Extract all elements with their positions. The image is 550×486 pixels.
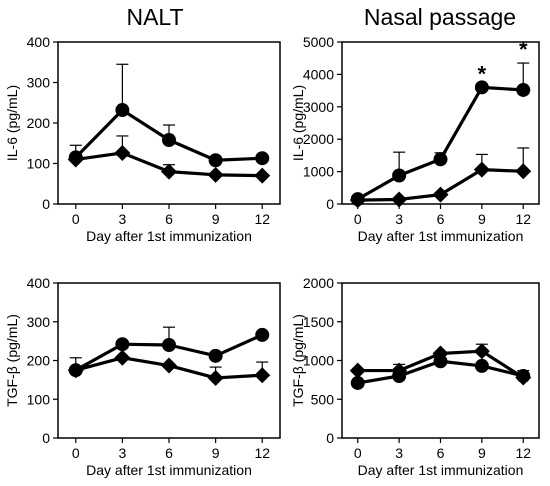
y-tick-label: 2000: [303, 275, 334, 291]
x-tick-label: 6: [437, 445, 445, 461]
x-tick-label: 3: [395, 445, 403, 461]
data-point-circle: [162, 338, 176, 352]
x-axis-label: Day after 1st immunization: [358, 228, 524, 244]
column-title-nasal-passage: Nasal passage: [364, 4, 516, 30]
x-tick-label: 0: [72, 445, 80, 461]
data-point-circle: [474, 358, 489, 373]
plot-frame: [341, 41, 540, 205]
data-point-diamond: [254, 167, 271, 184]
x-tick-label: 0: [72, 211, 80, 227]
x-axis-label: Day after 1st immunization: [86, 228, 252, 244]
y-tick-label: 4000: [303, 66, 334, 82]
x-tick-label: 6: [165, 211, 173, 227]
data-point-diamond: [515, 369, 532, 386]
data-point-diamond: [473, 343, 490, 360]
series-line-circle: [356, 85, 524, 201]
y-axis-label: TGF-β (pg/mL): [290, 314, 306, 407]
y-tick-label: 0: [42, 430, 50, 446]
y-tick-label: 2000: [303, 131, 334, 147]
x-axis-label: Day after 1st immunization: [86, 462, 252, 478]
x-tick-label: 12: [515, 445, 531, 461]
x-axis-label: Day after 1st immunization: [358, 462, 524, 478]
data-point-diamond: [114, 349, 131, 366]
y-tick-label: 1000: [303, 353, 334, 369]
x-tick-label: 0: [354, 211, 362, 227]
data-point-diamond: [515, 163, 532, 180]
y-tick-label: 400: [27, 275, 51, 291]
y-tick-label: 1000: [303, 164, 334, 180]
data-point-diamond: [391, 191, 408, 208]
y-tick-label: 500: [311, 391, 335, 407]
y-axis-label: IL-6 (pg/mL): [290, 85, 306, 161]
data-point-diamond: [161, 357, 177, 374]
y-tick-label: 200: [27, 115, 51, 131]
data-point-diamond: [432, 345, 449, 362]
data-point-circle: [115, 103, 130, 118]
data-point-circle: [255, 327, 270, 342]
x-tick-label: 9: [212, 445, 220, 461]
data-point-circle: [208, 348, 223, 363]
data-point-circle: [433, 152, 448, 167]
data-point-diamond: [67, 362, 84, 379]
x-tick-label: 3: [395, 211, 403, 227]
data-point-diamond: [349, 362, 366, 379]
data-point-diamond: [161, 163, 177, 180]
y-tick-label: 100: [27, 156, 51, 172]
y-axis-label: TGF-β (pg/mL): [4, 314, 20, 407]
significance-star: *: [519, 37, 528, 62]
y-tick-label: 100: [27, 391, 51, 407]
data-point-circle: [516, 82, 531, 97]
x-tick-label: 12: [254, 445, 270, 461]
column-title-nalt: NALT: [126, 4, 183, 30]
x-tick-label: 6: [437, 211, 445, 227]
data-point-diamond: [254, 367, 271, 384]
data-point-diamond: [114, 144, 131, 161]
data-point-circle: [255, 151, 270, 166]
data-point-diamond: [67, 151, 84, 168]
data-point-circle: [474, 80, 489, 95]
y-tick-label: 0: [326, 430, 334, 446]
x-tick-label: 6: [165, 445, 173, 461]
x-tick-label: 12: [515, 211, 531, 227]
y-tick-label: 300: [27, 314, 51, 330]
data-point-circle: [392, 168, 407, 183]
y-tick-label: 5000: [303, 34, 334, 50]
y-axis-label: IL-6 (pg/mL): [4, 85, 20, 161]
data-point-diamond: [207, 369, 224, 386]
x-tick-label: 0: [354, 445, 362, 461]
data-point-diamond: [207, 166, 224, 183]
y-tick-label: 0: [326, 196, 334, 212]
data-point-diamond: [432, 186, 449, 203]
plot-frame: [57, 41, 281, 205]
data-point-circle: [350, 375, 365, 390]
data-point-circle: [115, 337, 130, 352]
data-point-diamond: [473, 161, 490, 178]
x-tick-label: 3: [118, 211, 126, 227]
y-tick-label: 400: [27, 34, 51, 50]
x-tick-label: 12: [254, 211, 270, 227]
y-tick-label: 1500: [303, 314, 334, 330]
y-tick-label: 0: [42, 196, 50, 212]
significance-star: *: [478, 61, 487, 86]
x-tick-label: 9: [478, 445, 486, 461]
x-tick-label: 9: [478, 211, 486, 227]
y-tick-label: 200: [27, 353, 51, 369]
y-tick-label: 3000: [303, 99, 334, 115]
data-point-diamond: [391, 362, 408, 379]
data-point-circle: [208, 153, 223, 168]
data-point-circle: [162, 133, 176, 148]
x-tick-label: 9: [212, 211, 220, 227]
y-tick-label: 300: [27, 75, 51, 91]
data-point-diamond: [349, 192, 366, 209]
x-tick-label: 3: [118, 445, 126, 461]
